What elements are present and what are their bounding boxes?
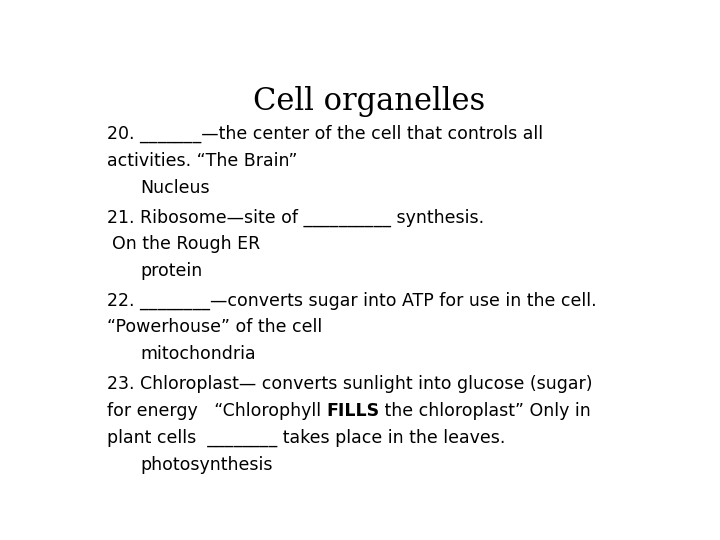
Text: 20. _______—the center of the cell that controls all: 20. _______—the center of the cell that … <box>107 125 543 143</box>
Text: 23. Chloroplast— converts sunlight into glucose (sugar): 23. Chloroplast— converts sunlight into … <box>107 375 593 393</box>
Text: photosynthesis: photosynthesis <box>140 456 273 474</box>
Text: FILLS: FILLS <box>326 402 379 420</box>
Text: On the Rough ER: On the Rough ER <box>112 235 261 253</box>
Text: activities. “The Brain”: activities. “The Brain” <box>107 152 297 170</box>
Text: the chloroplast” Only in: the chloroplast” Only in <box>379 402 591 420</box>
Text: plant cells  ________ takes place in the leaves.: plant cells ________ takes place in the … <box>107 429 505 447</box>
Text: “Powerhouse” of the cell: “Powerhouse” of the cell <box>107 319 322 336</box>
Text: 21. Ribosome—site of __________ synthesis.: 21. Ribosome—site of __________ synthesi… <box>107 208 484 226</box>
Text: mitochondria: mitochondria <box>140 346 256 363</box>
Text: protein: protein <box>140 262 202 280</box>
Text: Nucleus: Nucleus <box>140 179 210 197</box>
Text: 22. ________—converts sugar into ATP for use in the cell.: 22. ________—converts sugar into ATP for… <box>107 292 596 309</box>
Text: Cell organelles: Cell organelles <box>253 85 485 117</box>
Text: for energy   “Chlorophyll: for energy “Chlorophyll <box>107 402 326 420</box>
